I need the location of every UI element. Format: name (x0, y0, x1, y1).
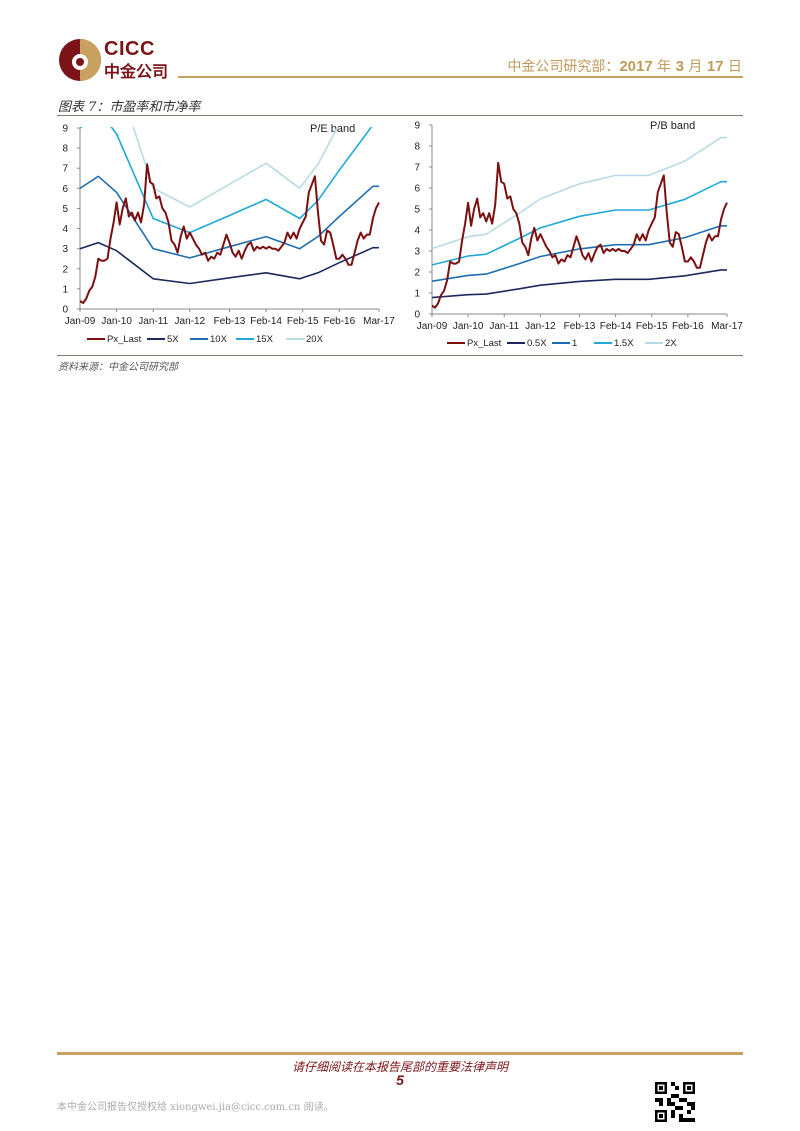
x-tick-label: Jan-11 (138, 316, 168, 327)
series-line-2x (432, 136, 727, 250)
year-unit: 年 (657, 59, 672, 75)
year: 2017 (619, 58, 653, 75)
x-tick-label: Jan-10 (101, 316, 132, 327)
series-line-1-5x (432, 180, 727, 266)
legend-label: 2X (665, 338, 677, 349)
qr-code-icon (655, 1082, 695, 1122)
y-tick-label: 3 (62, 244, 68, 255)
y-tick-label: 4 (62, 224, 68, 235)
y-tick-label: 3 (414, 247, 420, 258)
legend-label: Px_Last (467, 338, 502, 349)
footer-divider (57, 1052, 743, 1055)
page-number: 5 (396, 1072, 404, 1088)
pe-band-chart: 0 1 2 3 4 5 6 7 8 9 Jan-09 Jan-10 Jan-11 Jan-12 Feb-13… (62, 123, 395, 345)
series-line-px-last (80, 163, 380, 304)
series-line-5x (80, 241, 379, 285)
y-tick-label: 0 (414, 310, 420, 321)
legend-label: 15X (256, 334, 274, 345)
x-tick-label: Feb-15 (636, 321, 668, 332)
y-tick-label: 8 (414, 142, 420, 153)
x-tick-label: Feb-16 (672, 321, 704, 332)
y-tick-label: 8 (62, 144, 68, 155)
cicc-logo (59, 39, 101, 81)
legend-label: 0.5X (527, 338, 547, 349)
y-tick-label: 2 (414, 268, 420, 279)
x-tick-label: Feb-14 (600, 321, 632, 332)
month: 3 (675, 58, 684, 75)
chart-title: P/E band (310, 123, 355, 135)
x-tick-label: Feb-15 (287, 316, 319, 327)
x-tick-label: Jan-09 (417, 321, 448, 332)
x-tick-label: Feb-13 (214, 316, 246, 327)
department: 中金公司研究部： (507, 59, 620, 75)
y-tick-label: 6 (62, 184, 68, 195)
series-line-20x (132, 127, 339, 208)
brand-name-cn: 中金公司 (104, 64, 169, 81)
series-line-px-last (432, 161, 728, 309)
x-tick-label: Feb-13 (564, 321, 596, 332)
x-tick-label: Mar-17 (363, 316, 395, 327)
x-tick-label: Jan-12 (525, 321, 556, 332)
month-unit: 月 (688, 59, 703, 75)
y-tick-label: 9 (62, 124, 68, 135)
brand-name-en: CICC (104, 38, 155, 60)
series-line-0-5x (432, 269, 727, 299)
series-line-10x (80, 175, 379, 259)
legal-notice: 请仔细阅读在本报告尾部的重要法律声明 (291, 1060, 508, 1074)
x-tick-label: Jan-11 (489, 321, 519, 332)
series-line-15x (80, 127, 373, 234)
x-tick-label: Feb-14 (250, 316, 282, 327)
day: 17 (706, 58, 724, 75)
x-tick-label: Jan-09 (65, 316, 96, 327)
pb-band-chart: 0 1 2 3 4 5 6 7 8 9 Jan-09 Jan-10 Jan-11 Jan-12 Feb-13… (414, 120, 743, 349)
figure-top-divider (57, 115, 743, 116)
day-unit: 日 (728, 59, 742, 75)
x-tick-label: Jan-12 (175, 316, 206, 327)
y-tick-label: 6 (414, 184, 420, 195)
y-tick-label: 5 (414, 205, 420, 216)
y-tick-label: 0 (62, 305, 68, 316)
license-text: 本中金公司报告仅授权给 xiongwei.jia@cicc.com.cn 阅读。 (57, 1102, 334, 1113)
series-line-1 (432, 225, 727, 282)
y-tick-label: 4 (414, 226, 420, 237)
y-tick-label: 1 (414, 289, 420, 300)
figure-bottom-divider (57, 355, 743, 356)
figure-title: 图表 7：市盈率和市净率 (58, 100, 201, 115)
y-tick-label: 5 (62, 204, 68, 215)
legend-label: 10X (210, 334, 228, 345)
y-tick-label: 1 (62, 284, 68, 295)
legend-label: 5X (167, 334, 179, 345)
legend-label: 1.5X (614, 338, 634, 349)
x-tick-label: Jan-10 (453, 321, 484, 332)
y-tick-label: 7 (62, 164, 68, 175)
legend-label: 1 (572, 338, 577, 349)
figure-source: 资料来源：中金公司研究部 (58, 362, 178, 373)
y-tick-label: 2 (62, 264, 68, 275)
chart-title: P/B band (650, 120, 695, 132)
legend-label: 20X (306, 334, 324, 345)
header-divider (178, 76, 743, 78)
x-tick-label: Feb-16 (323, 316, 355, 327)
x-tick-label: Mar-17 (711, 321, 743, 332)
y-tick-label: 7 (414, 163, 420, 174)
legend-label: Px_Last (107, 334, 142, 345)
y-tick-label: 9 (414, 121, 420, 132)
header-date: 中金公司研究部：2017 年 3 月 17 日 (507, 56, 742, 76)
